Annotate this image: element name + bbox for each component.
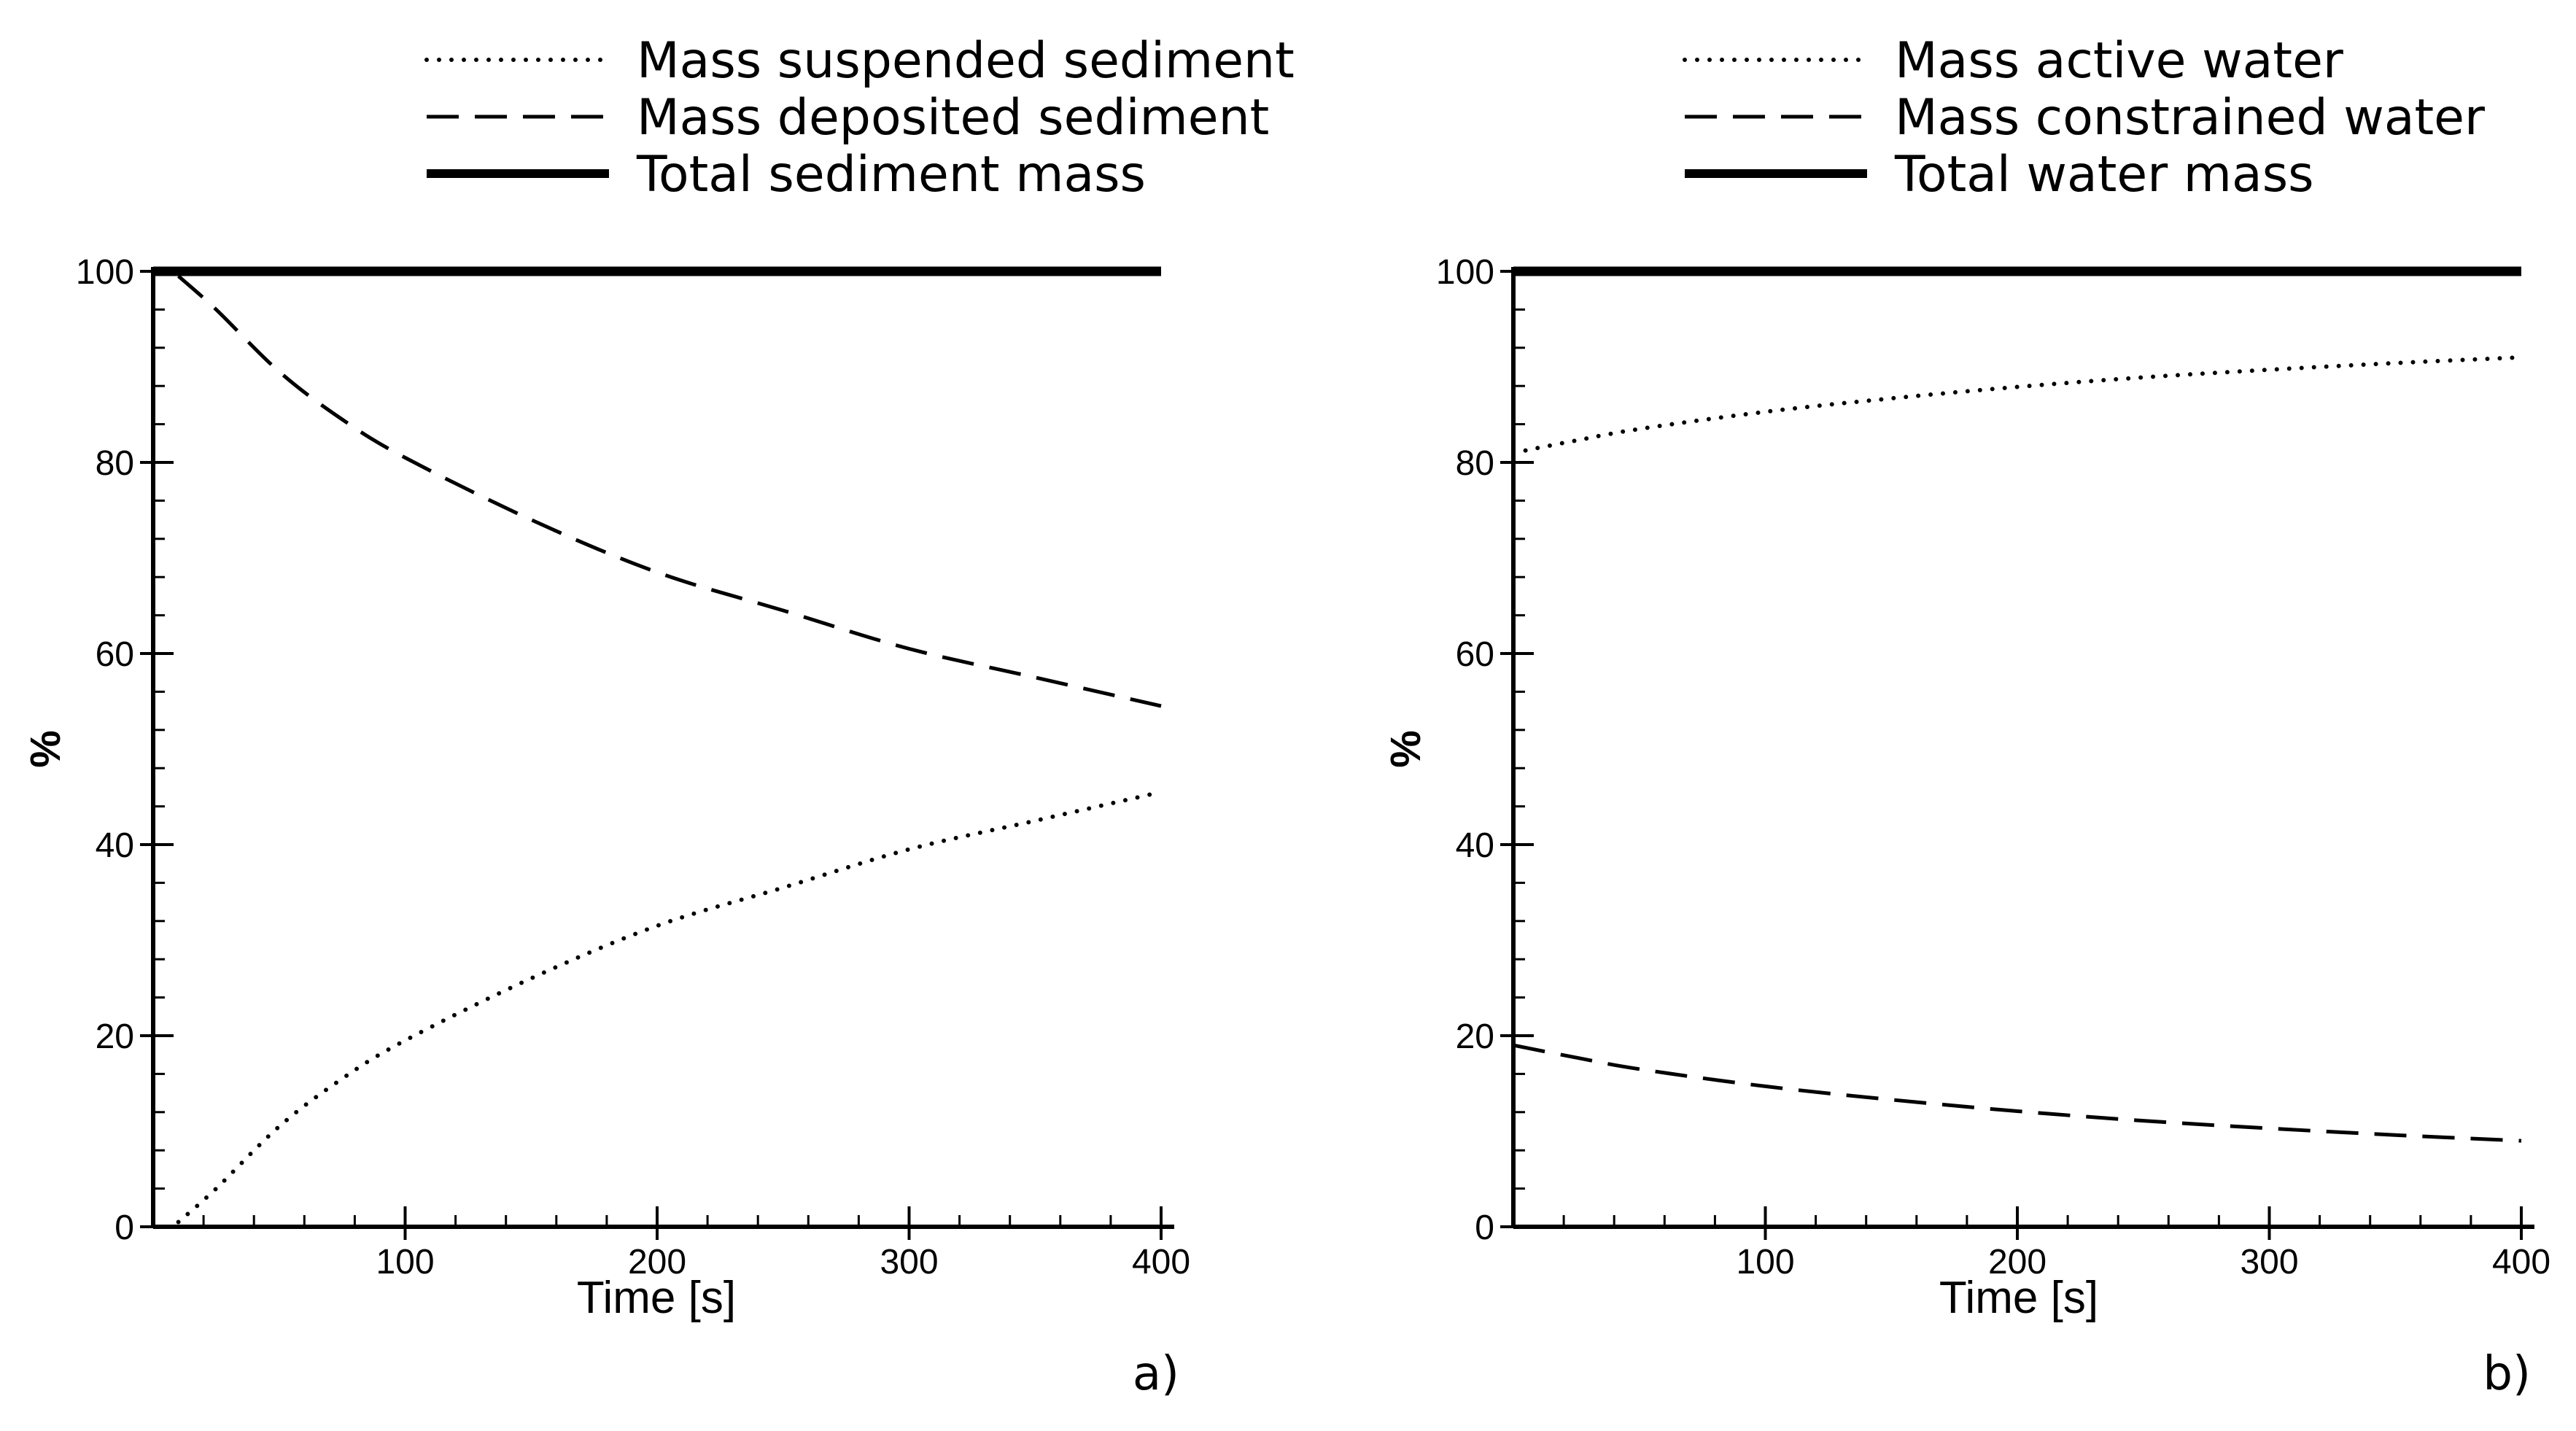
x-tick-label: 300 bbox=[880, 1243, 938, 1281]
x-tick-label: 300 bbox=[2240, 1243, 2298, 1281]
x-axis-title: Time [s] bbox=[577, 1273, 736, 1323]
x-tick-label: 100 bbox=[1736, 1243, 1794, 1281]
y-tick-label: 40 bbox=[96, 826, 134, 865]
y-axis-title: % bbox=[1382, 730, 1429, 768]
panel-a: 0 20 40 60 80 100 100 200 300 400 Time [s]% Mass su… bbox=[22, 32, 1295, 1401]
y-tick-label: 100 bbox=[1436, 253, 1494, 292]
y-tick-label: 80 bbox=[1456, 444, 1494, 483]
series-line-dotted bbox=[176, 789, 1163, 1225]
y-tick-label: 100 bbox=[76, 253, 134, 292]
x-tick-label: 400 bbox=[1132, 1243, 1190, 1281]
y-tick-label: 60 bbox=[96, 635, 134, 674]
y-tick-label: 0 bbox=[1475, 1209, 1494, 1247]
panel-label: b) bbox=[2483, 1347, 2531, 1401]
series-line-dashed bbox=[176, 274, 1162, 708]
x-tick-label: 400 bbox=[2492, 1243, 2550, 1281]
legend-label: Mass suspended sediment bbox=[637, 32, 1295, 90]
legend-label: Total sediment mass bbox=[636, 146, 1146, 203]
x-axis-title: Time [s] bbox=[1939, 1273, 2098, 1323]
y-tick-label: 80 bbox=[96, 444, 134, 483]
y-tick-label: 20 bbox=[1456, 1017, 1494, 1056]
legend-label: Total water mass bbox=[1894, 146, 2314, 203]
y-tick-label: 20 bbox=[96, 1017, 134, 1056]
x-tick-label: 100 bbox=[376, 1243, 434, 1281]
y-tick-label: 60 bbox=[1456, 635, 1494, 674]
panel-b: 0 20 40 60 80 100 100 200 300 400 Time [s]% Mass ac… bbox=[1382, 32, 2550, 1401]
x-tick-label: 200 bbox=[1988, 1243, 2047, 1281]
legend-label: Mass deposited sediment bbox=[637, 89, 1269, 147]
y-tick-label: 0 bbox=[115, 1209, 134, 1247]
y-axis-title: % bbox=[22, 730, 69, 768]
series-line-dashed bbox=[1513, 1043, 2522, 1143]
legend-label: Mass constrained water bbox=[1895, 89, 2485, 147]
panel-label: a) bbox=[1133, 1347, 1179, 1401]
legend-label: Mass active water bbox=[1895, 32, 2343, 90]
series-line-dotted bbox=[1511, 354, 2523, 455]
y-tick-label: 40 bbox=[1456, 826, 1494, 865]
x-tick-label: 200 bbox=[628, 1243, 686, 1281]
